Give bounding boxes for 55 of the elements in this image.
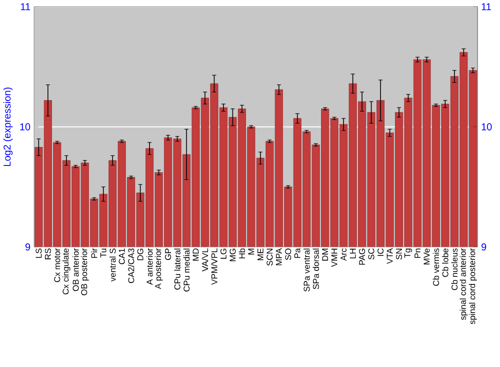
x-tick-label: SO bbox=[285, 248, 292, 260]
x-tick-label: CA1 bbox=[118, 248, 125, 264]
x-tick-label: Pa bbox=[294, 248, 300, 258]
x-tick-label: IC bbox=[378, 248, 384, 256]
y2-tick-label: 9 bbox=[482, 243, 486, 250]
x-tick-label: ME bbox=[258, 248, 264, 260]
y-tick-label: 11 bbox=[20, 3, 30, 10]
x-tick-label: Cx cingulate bbox=[62, 248, 70, 294]
x-tick-label: CA2/CA3 bbox=[128, 248, 134, 283]
x-tick-label: LH bbox=[350, 248, 356, 258]
y2-tick-label: 10 bbox=[482, 123, 492, 130]
x-tick-label: DM bbox=[322, 248, 328, 261]
x-tick-label: MVe bbox=[424, 248, 430, 264]
x-tick-label: RS bbox=[44, 248, 51, 260]
x-tick-label: OB posterior bbox=[80, 248, 89, 296]
x-tick-label: Cb lobe bbox=[442, 248, 448, 277]
x-tick-label: Tg bbox=[404, 248, 412, 258]
x-tick-label: LG bbox=[220, 248, 226, 259]
x-tick-label: SN bbox=[396, 248, 402, 260]
x-tick-label: SC bbox=[368, 248, 374, 260]
x-tick-label: Arc bbox=[340, 248, 347, 261]
x-tick-label: M bbox=[248, 248, 254, 254]
x-tick-label: CPu medial bbox=[183, 248, 190, 292]
x-tick-label: Cx motor bbox=[54, 248, 60, 282]
x-tick-label: Cb nucleus bbox=[451, 248, 458, 290]
x-tick-label: Tu bbox=[100, 248, 106, 258]
x-tick-label: MD bbox=[192, 248, 199, 261]
x-tick-label: Pir bbox=[91, 248, 98, 258]
x-tick-label: LS bbox=[36, 248, 42, 258]
x-tick-label: A posterior bbox=[154, 248, 163, 290]
x-tick-label: VMH bbox=[331, 248, 338, 267]
y2-tick-label: 11 bbox=[482, 3, 491, 10]
x-tick-label: CPu lateral bbox=[174, 248, 180, 290]
x-tick-label: GP bbox=[165, 248, 172, 260]
x-tick-label: Pn bbox=[414, 248, 420, 258]
x-tick-label: spinal cord anterior bbox=[460, 248, 468, 320]
x-tick-label: MPA bbox=[276, 248, 282, 266]
x-tick-label: Cb vermis bbox=[432, 248, 440, 286]
x-tick-label: ventral S bbox=[109, 248, 116, 282]
x-tick-label: A anterior bbox=[146, 248, 153, 285]
x-tick-label: PAG bbox=[359, 248, 366, 265]
x-tick-label: VA/VL bbox=[202, 248, 208, 272]
y-axis-title: Log2 (expression) bbox=[3, 88, 13, 166]
x-tick-label: SCN bbox=[266, 248, 273, 266]
y-tick-label: 9 bbox=[25, 243, 30, 250]
x-tick-label: spinal cord posterior bbox=[468, 248, 477, 324]
y-tick-label: 10 bbox=[20, 123, 30, 130]
x-tick-label: VPM/VPL bbox=[211, 248, 218, 285]
x-tick-label: MG bbox=[230, 248, 236, 262]
x-tick-label: SPa ventral bbox=[303, 248, 310, 292]
x-tick-label: DG bbox=[137, 248, 144, 260]
x-tick-label: OB anterior bbox=[72, 248, 79, 292]
x-tick-label: SPa dorsal bbox=[312, 248, 319, 290]
x-tick-label: VTA bbox=[386, 248, 393, 264]
x-tick-label: Hb bbox=[238, 248, 246, 258]
